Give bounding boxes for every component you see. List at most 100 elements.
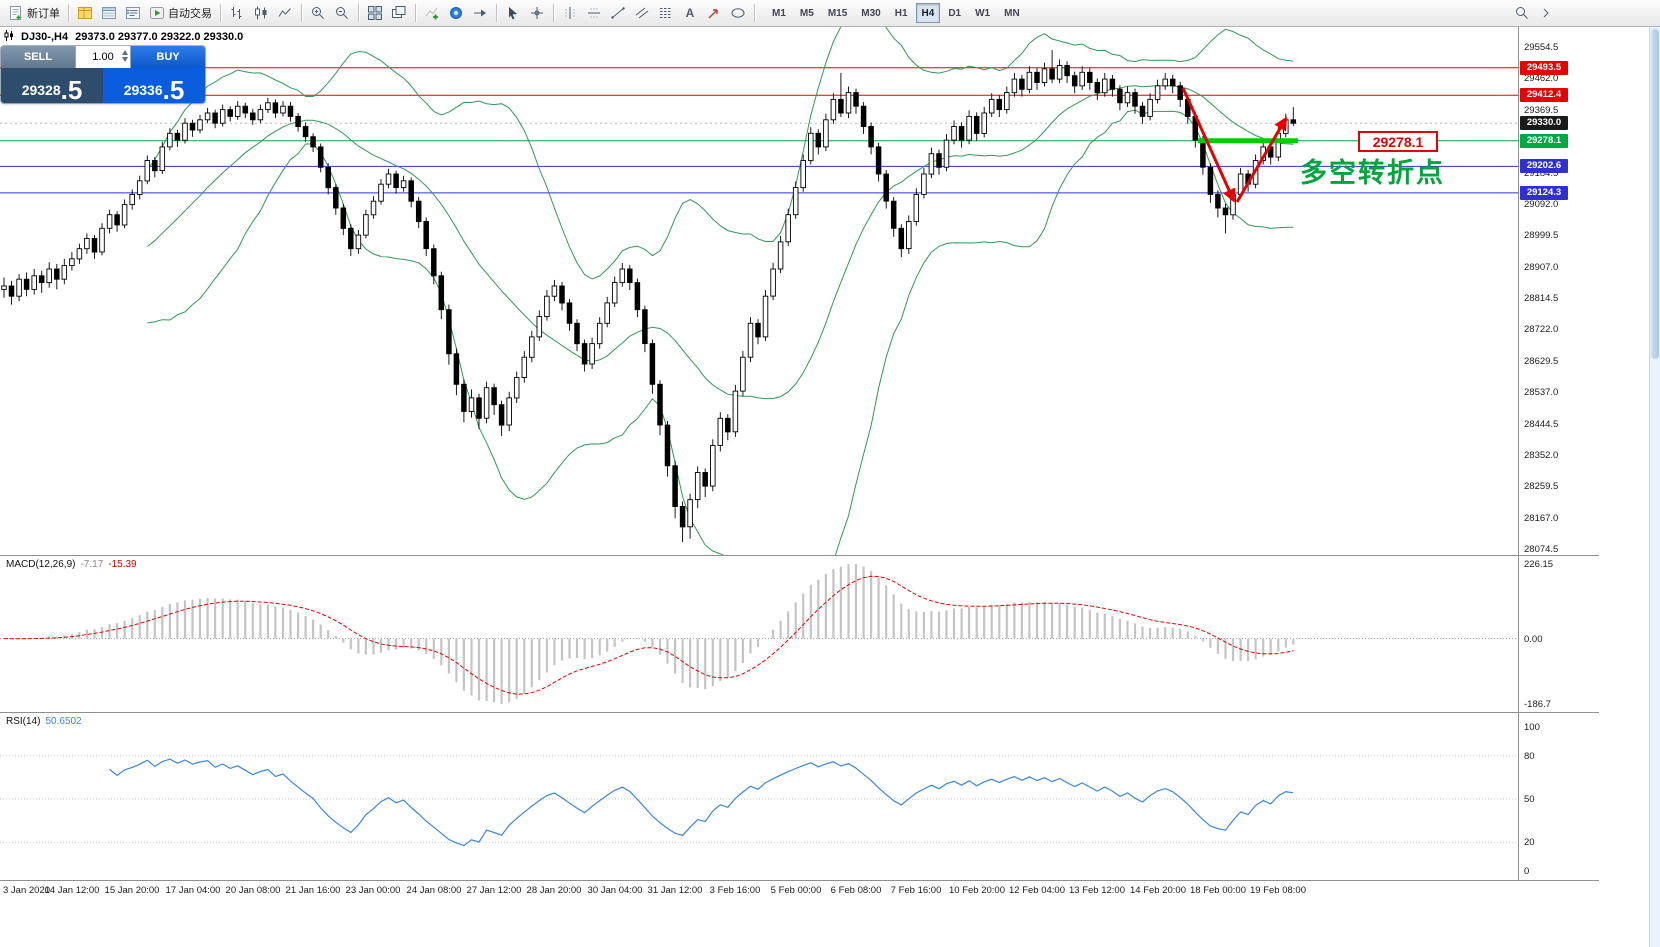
timeframe-h4-button[interactable]: H4 [915, 3, 941, 23]
sell-price[interactable]: 29328 .5 [1, 68, 103, 103]
channel-button[interactable] [630, 2, 654, 25]
cursor-icon [505, 5, 521, 21]
macd-panel-separator[interactable] [0, 555, 1599, 556]
horizontal-levels[interactable] [0, 67, 1518, 194]
spinner-up-icon[interactable] [122, 50, 128, 55]
price-callout-box[interactable]: 29278.1 [1358, 131, 1438, 152]
bar-chart-button[interactable] [225, 2, 249, 25]
zoom-in-button[interactable] [306, 2, 330, 25]
toolbar-separator [301, 4, 302, 22]
indicators-button[interactable] [420, 2, 444, 25]
market-watch-icon [77, 5, 93, 21]
macd-axis-label: 0.00 [1524, 633, 1543, 645]
new-order-button[interactable]: 新订单 [4, 2, 64, 25]
current-price-tag: 29330.0 [1520, 116, 1568, 131]
fibonacci-button[interactable] [654, 2, 678, 25]
toolbar-button-label: 自动交易 [168, 8, 212, 20]
toolbar-separator [496, 4, 497, 22]
profiles-button[interactable] [444, 2, 468, 25]
volume-value: 1.00 [92, 51, 114, 63]
level-price-tag[interactable]: 29202.6 [1520, 159, 1568, 174]
rsi-axis-label: 50 [1524, 794, 1535, 805]
sell-button[interactable]: SELL [1, 46, 75, 68]
timeframe-m5-button[interactable]: M5 [799, 7, 814, 19]
price-axis-label: 28814.5 [1524, 293, 1559, 305]
time-axis-label: 3 Feb 16:00 [709, 885, 761, 896]
price-axis-label: 28352.0 [1524, 449, 1559, 461]
level-price-tag[interactable]: 29412.4 [1520, 88, 1568, 103]
buy-button[interactable]: BUY [131, 46, 205, 68]
autotrade-button[interactable]: 自动交易 [145, 2, 216, 25]
trendline-button[interactable] [606, 2, 630, 25]
time-axis-label: 23 Jan 00:00 [345, 885, 401, 896]
cursor-button[interactable] [501, 2, 525, 25]
chart-window-icon [4, 30, 14, 44]
channel-icon [634, 5, 650, 21]
chevron-right-button[interactable] [1534, 2, 1558, 25]
line-chart-button[interactable] [273, 2, 297, 25]
price-axis-label: 29554.5 [1524, 42, 1559, 53]
level-price-tag[interactable]: 29124.3 [1520, 185, 1568, 200]
new-order-icon [8, 5, 24, 21]
price-axis[interactable]: 29554.529462.029369.529184.529092.028999… [1519, 27, 1599, 905]
timeframe-m1-button[interactable]: M1 [772, 7, 786, 19]
vertical-line-button[interactable] [558, 2, 582, 25]
candle-chart-button[interactable] [249, 2, 273, 25]
candle-chart-icon [253, 5, 269, 21]
toolbar-button-groups: 新订单 自动交易 A [4, 2, 759, 25]
rsi-level-lines [0, 755, 1518, 843]
price-axis-label: 29462.0 [1524, 73, 1559, 85]
crosshair-button[interactable] [525, 2, 549, 25]
rsi-panel-separator[interactable] [0, 712, 1599, 713]
level-price-tag[interactable]: 29278.1 [1520, 133, 1568, 148]
level-price-tag[interactable]: 29493.5 [1520, 60, 1568, 75]
zoom-out-icon [334, 5, 350, 21]
timeframe-mn-button[interactable]: MN [1004, 7, 1020, 19]
trendline-icon [610, 5, 626, 21]
market-watch-button[interactable] [73, 2, 97, 25]
timeframe-w1-button[interactable]: W1 [975, 7, 991, 19]
timeframe-h1-button[interactable]: H1 [894, 7, 908, 19]
volume-spinner[interactable] [122, 50, 128, 62]
text-icon: A [682, 5, 698, 21]
text-button[interactable]: A [678, 2, 702, 25]
time-axis-separator [0, 880, 1599, 881]
price-axis-separator [1518, 27, 1519, 880]
rsi-value: 50.6502 [45, 716, 82, 727]
time-axis[interactable]: 3 Jan 2020 14 Jan 12:00 15 Jan 20:00 17 Jan… [0, 881, 1518, 903]
horizontal-line-button[interactable] [582, 2, 606, 25]
timeframe-toolbar: M1 M5 M15 M30 H1 H4 D1 W1 MN [765, 3, 1027, 23]
autotrade-icon [149, 5, 165, 21]
price-axis-label: 28074.5 [1524, 544, 1559, 556]
vertical-scrollbar[interactable] [1649, 27, 1660, 947]
rsi-indicator[interactable] [0, 713, 1518, 880]
line-chart-icon [277, 5, 293, 21]
data-window-button[interactable] [97, 2, 121, 25]
sell-price-pips: .5 [60, 74, 83, 103]
tile-windows-button[interactable] [363, 2, 387, 25]
chart-shift-button[interactable] [468, 2, 492, 25]
arrows-button[interactable] [702, 2, 726, 25]
macd-axis-label: 226.15 [1524, 559, 1554, 570]
timeframe-m15-button[interactable]: M15 [827, 7, 848, 19]
timeframe-d1-button[interactable]: D1 [948, 7, 962, 19]
sell-price-main: 29328 [21, 82, 61, 98]
navigator-button[interactable] [121, 2, 145, 25]
volume-input[interactable]: 1.00 [75, 46, 131, 68]
macd-indicator[interactable] [0, 556, 1518, 712]
chart-ohlc-values: 29373.0 29377.0 29322.0 29330.0 [75, 31, 244, 43]
buy-price[interactable]: 29336 .5 [103, 68, 205, 103]
scrollbar-thumb[interactable] [1651, 29, 1659, 359]
zoom-out-button[interactable] [330, 2, 354, 25]
cascade-windows-button[interactable] [387, 2, 411, 25]
timeframe-m30-button[interactable]: M30 [861, 7, 881, 19]
time-axis-label: 3 Jan 2020 [3, 885, 51, 896]
navigator-icon [125, 5, 141, 21]
spinner-down-icon[interactable] [122, 57, 128, 62]
price-chart[interactable] [0, 27, 1518, 555]
data-window-icon [101, 5, 117, 21]
reversal-arrows-drawing[interactable] [1181, 87, 1288, 203]
pivot-annotation-text[interactable]: 多空转折点 [1300, 158, 1445, 188]
search-button[interactable] [1510, 2, 1534, 25]
shapes-button[interactable] [726, 2, 750, 25]
